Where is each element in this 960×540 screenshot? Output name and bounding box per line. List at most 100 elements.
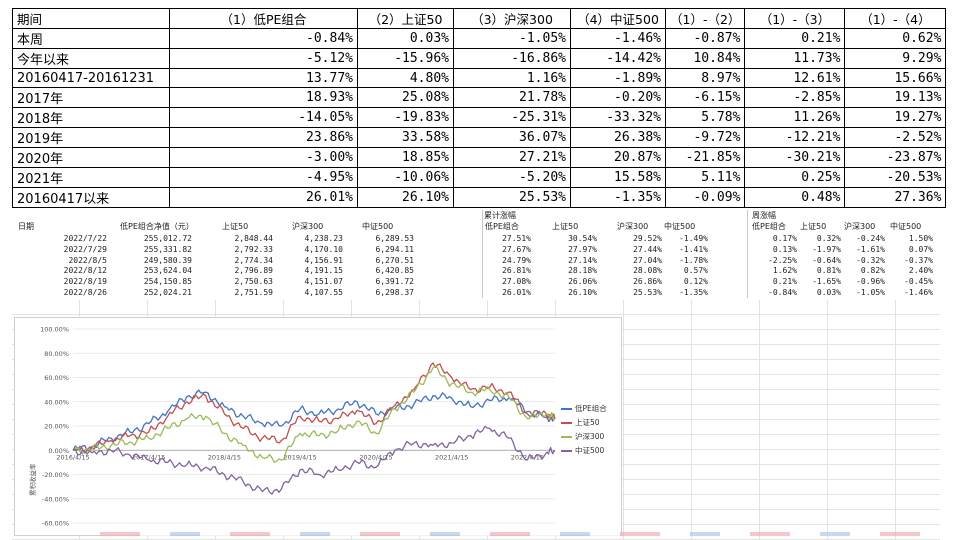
legend-swatch: [561, 422, 572, 424]
summary-cell: 5.11%: [664, 167, 746, 189]
y-tick-label: 40.00%: [44, 398, 69, 406]
sheet-cell: 26.06%: [568, 277, 597, 287]
summary-row: 2018年 -14.05% -19.83% -25.31% -33.32% 5.78% 11…: [12, 107, 947, 129]
sheet-cell: -1.35%: [679, 288, 708, 297]
sheet-cell: 6,294.11: [375, 244, 414, 254]
sheet-cell: 255,012.72: [143, 234, 192, 243]
summary-row: 20160417以来 26.01% 26.10% 25.53% -1.35% -0.09%…: [12, 187, 947, 209]
sheet-cell: 30.54%: [568, 234, 597, 243]
series-line-2: [72, 365, 556, 464]
summary-cell: 33.58%: [357, 127, 454, 149]
sheet-cell: 4,107.55: [304, 288, 343, 297]
sheet-cell: 2022/7/22: [63, 234, 107, 243]
sheet-data-region: [12, 210, 940, 300]
summary-cell: 18.93%: [169, 87, 358, 109]
legend-item: 沪深300: [561, 430, 607, 444]
summary-cell: 4.80%: [357, 67, 454, 89]
sheet-cell: 4,191.15: [304, 266, 343, 276]
sheet-cell: 2.40%: [908, 266, 933, 276]
summary-cell: 11.26%: [744, 107, 846, 129]
sheet-cell: -1.05%: [856, 288, 885, 297]
sheet-cell: 24.79%: [502, 255, 531, 265]
sheet-cell: 0.12%: [683, 277, 708, 287]
sheet-cell: 252,024.21: [143, 288, 192, 297]
summary-cell: 0.03%: [357, 28, 454, 49]
sheet-cell: 2,750.63: [234, 277, 273, 287]
sheet-cell: 0.82%: [860, 266, 885, 276]
performance-line-chart[interactable]: 100.00% 80.00% 60.00% 40.00% 20.00% 0.00% -20.…: [14, 317, 622, 536]
sheet-cell: -0.24%: [856, 234, 885, 243]
sheet-cell: 27.14%: [568, 255, 597, 265]
summary-cell: 13.77%: [169, 67, 358, 89]
sheet-cell: 2,792.33: [234, 244, 273, 254]
sheet-header-6: 上证50: [552, 222, 579, 231]
sheet-cell: 1.62%: [772, 266, 797, 276]
sheet-cell: 255,331.82: [143, 244, 192, 254]
sheet-header-9: 低PE组合: [752, 222, 786, 231]
summary-cell: 5.78%: [664, 107, 746, 129]
sheet-cell: 0.13%: [772, 244, 797, 254]
summary-cell: -15.96%: [357, 48, 454, 69]
summary-row: 2019年 23.86% 33.58% 36.07% 26.38% -9.72% -12.2…: [12, 127, 947, 149]
summary-cell: -0.20%: [570, 87, 666, 109]
summary-cell: -4.95%: [169, 167, 358, 189]
summary-cell: -2.85%: [744, 87, 846, 109]
summary-cell: 27.36%: [844, 187, 947, 209]
summary-cell: -10.06%: [357, 167, 454, 189]
spreadsheet-area: 累计涨幅 周涨幅 日期 低PE组合净值（元） 上证50 沪深300 中证500 低PE组合 上证…: [12, 210, 940, 540]
sheet-cell: 2,848.44: [234, 234, 273, 243]
legend-swatch: [561, 436, 572, 438]
summary-header-col-5: （1）-（2）: [664, 8, 746, 29]
chart-legend: 低PE组合 上证50 沪深300 中证500: [561, 402, 607, 458]
sheet-cell: 6,391.72: [375, 277, 414, 287]
legend-label: 沪深300: [575, 432, 605, 441]
sheet-cell: 27.67%: [502, 244, 531, 254]
summary-cell: 15.58%: [570, 167, 666, 189]
sheet-header-0: 日期: [18, 222, 34, 231]
sheet-cell: 2022/8/19: [63, 277, 107, 287]
summary-row-label: 2020年: [12, 147, 170, 169]
y-tick-label: -60.00%: [42, 520, 69, 528]
summary-cell: 26.38%: [570, 127, 666, 149]
summary-header-col-3: （3）沪深300: [453, 8, 571, 29]
legend-swatch: [561, 408, 572, 410]
summary-cell: -0.09%: [664, 187, 746, 209]
sheet-cell: 249,580.39: [143, 255, 192, 265]
sheet-tab-strip: [100, 532, 940, 536]
legend-item: 低PE组合: [561, 402, 607, 416]
summary-cell: 20.87%: [570, 147, 666, 169]
sheet-cell: 4,170.10: [304, 244, 343, 254]
x-tick-label: 2021/4/15: [435, 453, 468, 461]
summary-cell: 12.61%: [744, 67, 846, 89]
legend-label: 低PE组合: [575, 404, 607, 413]
sheet-cell: 26.01%: [502, 288, 531, 297]
summary-cell: 11.73%: [744, 48, 846, 69]
summary-cell: -1.05%: [453, 28, 571, 49]
sheet-cell: 27.97%: [568, 244, 597, 254]
summary-cell: -33.32%: [570, 107, 666, 129]
sheet-header-5: 低PE组合: [485, 222, 519, 231]
sheet-cell: -0.64%: [812, 255, 841, 265]
sheet-header-8: 中证500: [664, 222, 696, 231]
y-tick-label: 0.00%: [48, 447, 69, 455]
summary-header-col-1: （1）低PE组合: [169, 8, 358, 29]
sheet-cell: 4,151.07: [304, 277, 343, 287]
summary-cell: -5.20%: [453, 167, 571, 189]
summary-cell: 23.86%: [169, 127, 358, 149]
sheet-header-7: 沪深300: [617, 222, 649, 231]
y-axis-label: 累积收益率: [29, 463, 37, 497]
summary-header-col-4: （4）中证500: [570, 8, 666, 29]
summary-header-col-7: （1）-（4）: [844, 8, 947, 29]
summary-cell: -3.00%: [169, 147, 358, 169]
sheet-cell: 26.86%: [633, 277, 662, 287]
y-tick-label: 80.00%: [44, 350, 69, 358]
summary-row: 本周 -0.84% 0.03% -1.05% -1.46% -0.87% 0.21% 0.62…: [12, 28, 947, 49]
sheet-cell: 0.32%: [816, 234, 841, 243]
sheet-header-3: 沪深300: [292, 222, 324, 231]
summary-cell: 0.21%: [744, 28, 846, 49]
summary-cell: -25.31%: [453, 107, 571, 129]
y-tick-label: 60.00%: [44, 374, 69, 382]
summary-cell: -14.42%: [570, 48, 666, 69]
sheet-cell: -0.32%: [856, 255, 885, 265]
summary-cell: 36.07%: [453, 127, 571, 149]
